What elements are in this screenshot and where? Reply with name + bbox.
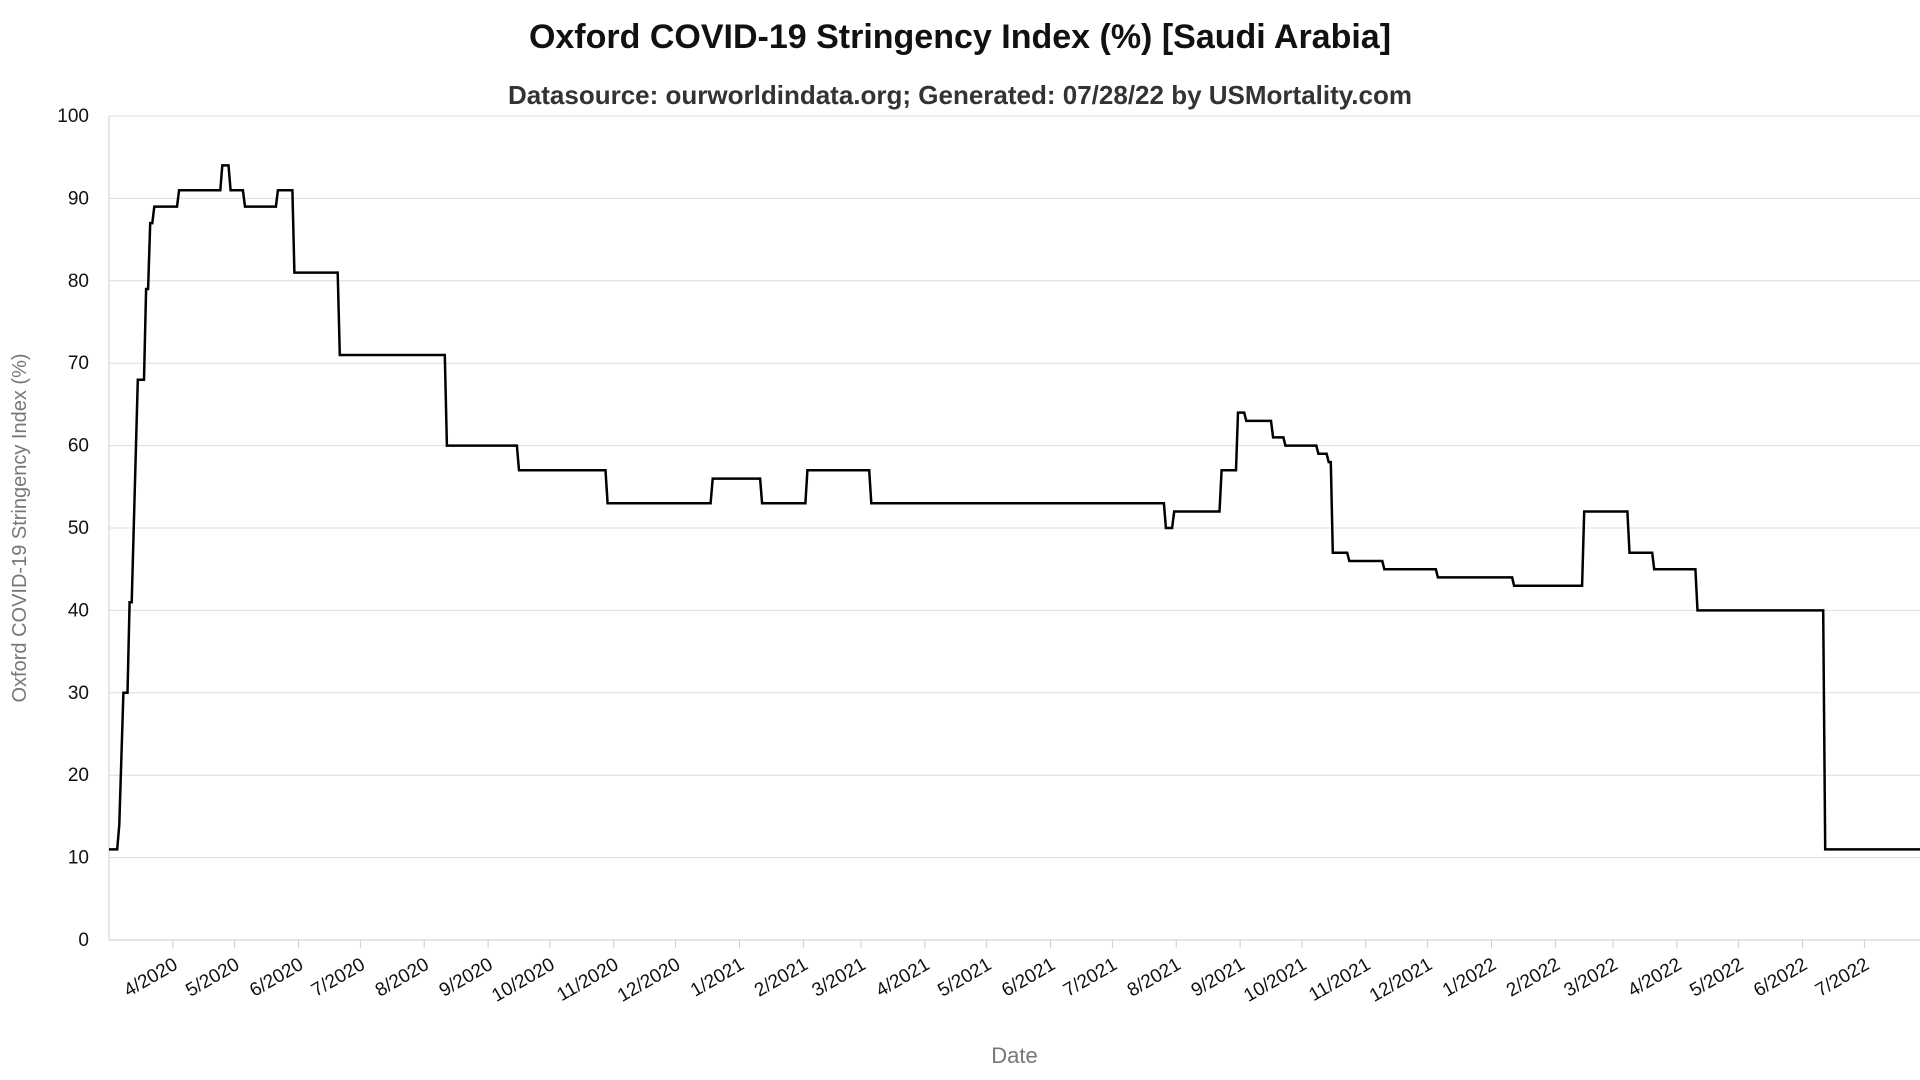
y-axis-label: Oxford COVID-19 Stringency Index (%) xyxy=(9,353,31,702)
chart-subtitle: Datasource: ourworldindata.org; Generate… xyxy=(508,80,1412,110)
x-tick-label: 5/2020 xyxy=(182,954,243,1001)
x-tick-label: 12/2020 xyxy=(614,954,684,1007)
y-tick-label: 0 xyxy=(78,930,89,951)
x-tick-label: 8/2021 xyxy=(1124,954,1185,1001)
x-tick-label: 4/2022 xyxy=(1625,954,1686,1001)
y-tick-label: 30 xyxy=(68,683,89,704)
x-tick-label: 1/2021 xyxy=(687,954,748,1001)
x-tick-label: 2/2022 xyxy=(1503,954,1564,1001)
y-tick-label: 80 xyxy=(68,271,89,292)
x-tick-label: 6/2020 xyxy=(246,954,307,1001)
x-tick-label: 2/2021 xyxy=(751,954,812,1001)
axes xyxy=(108,116,1920,941)
x-tick-label: 10/2021 xyxy=(1240,954,1310,1007)
y-tick-label: 40 xyxy=(68,600,89,621)
x-tick-label: 11/2020 xyxy=(554,954,623,1006)
chart-title: Oxford COVID-19 Stringency Index (%) [Sa… xyxy=(528,18,1392,56)
y-tick-label: 10 xyxy=(68,848,89,869)
x-tick-label: 1/2022 xyxy=(1439,954,1500,1001)
x-tick-label: 10/2020 xyxy=(488,954,558,1007)
x-axis-label: Date xyxy=(991,1043,1037,1068)
x-tick-labels: 4/2020 5/2020 6/2020 7/2020 8/2020 9/202010/2… xyxy=(121,940,1873,1007)
grid-lines xyxy=(109,115,1920,941)
x-tick-label: 8/2020 xyxy=(372,954,433,1001)
x-tick-label: 4/2020 xyxy=(121,954,182,1001)
x-tick-label: 5/2022 xyxy=(1686,954,1747,1001)
y-tick-label: 60 xyxy=(68,436,89,457)
y-tick-label: 50 xyxy=(68,518,89,539)
x-tick-label: 3/2022 xyxy=(1561,954,1622,1001)
x-tick-label: 3/2021 xyxy=(809,954,870,1001)
series-line xyxy=(109,164,1920,851)
x-tick-label: 7/2020 xyxy=(308,954,369,1001)
x-tick-label: 7/2021 xyxy=(1060,954,1121,1001)
y-tick-label: 90 xyxy=(68,188,89,209)
y-tick-labels: 0 10 20 30 40 50 60 70 80 90 100 xyxy=(57,106,89,951)
x-tick-label: 7/2022 xyxy=(1812,954,1873,1001)
x-tick-label: 9/2021 xyxy=(1188,954,1249,1001)
y-tick-label: 100 xyxy=(57,106,89,127)
x-tick-label: 11/2021 xyxy=(1306,954,1375,1006)
x-tick-label: 4/2021 xyxy=(873,954,934,1001)
series-layer xyxy=(109,164,1920,851)
y-tick-label: 20 xyxy=(68,765,89,786)
x-tick-label: 12/2021 xyxy=(1366,954,1436,1007)
x-tick-label: 6/2022 xyxy=(1750,954,1811,1001)
x-tick-label: 5/2021 xyxy=(934,954,995,1001)
x-tick-label: 6/2021 xyxy=(998,954,1059,1001)
x-tick-label: 9/2020 xyxy=(436,954,497,1001)
y-tick-label: 70 xyxy=(68,353,89,374)
